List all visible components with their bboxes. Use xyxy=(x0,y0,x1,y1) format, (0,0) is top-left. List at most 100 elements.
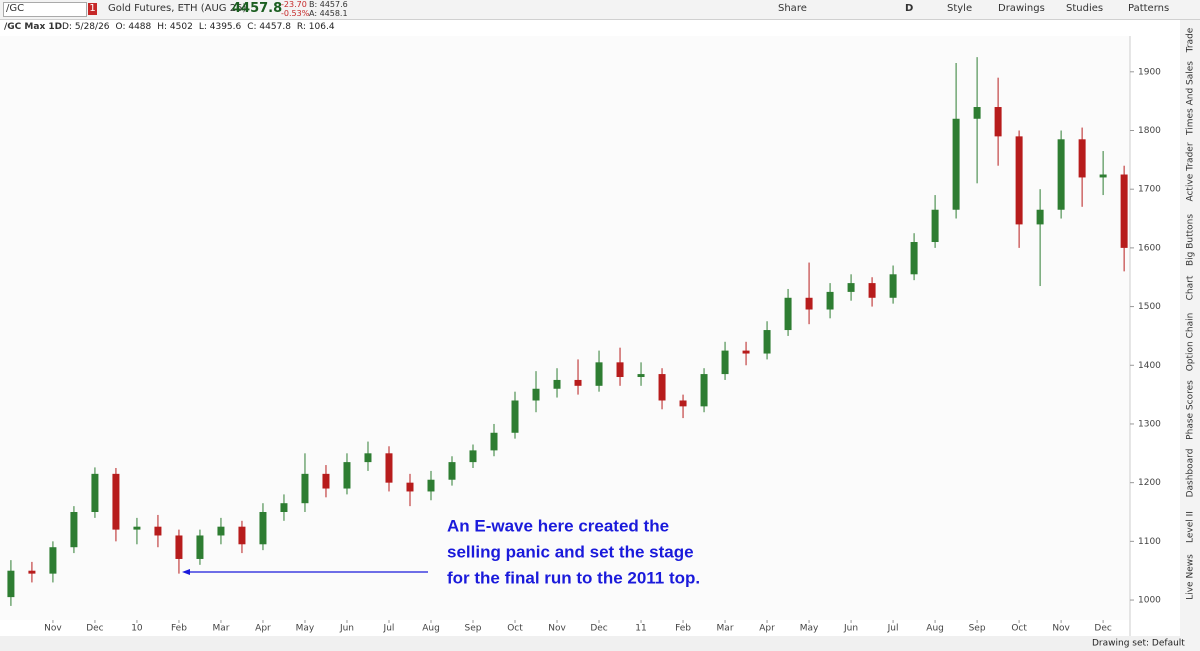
candle-body xyxy=(385,453,393,483)
button[interactable]: Studies xyxy=(1066,3,1104,14)
candle-body xyxy=(490,432,498,451)
button[interactable]: D xyxy=(905,3,914,14)
plot-area xyxy=(0,36,1130,620)
annotation: An E-wave here created the xyxy=(447,516,669,535)
x-tick-label: Jul xyxy=(887,624,899,634)
candle-body xyxy=(742,350,750,354)
candle-body xyxy=(427,479,435,492)
x-tick-label: Jul xyxy=(383,624,395,634)
x-tick-label: Oct xyxy=(1011,624,1027,634)
x-tick-label: Nov xyxy=(1052,624,1070,634)
badge[interactable]: 1 xyxy=(88,3,97,15)
x-tick-label: Oct xyxy=(507,624,523,634)
candle-body xyxy=(28,570,36,574)
annotation: for the final run to the 2011 top. xyxy=(447,568,700,587)
x-tick-label: Apr xyxy=(759,624,775,634)
candle-body xyxy=(1057,139,1065,210)
side-tab[interactable]: Live News xyxy=(1186,554,1196,600)
candle-body xyxy=(784,297,792,331)
candle-body xyxy=(637,374,645,378)
x-tick-label: Feb xyxy=(675,624,691,634)
button[interactable]: Share xyxy=(778,3,807,14)
button[interactable]: Patterns xyxy=(1128,3,1170,14)
info-item: L: 4395.6 xyxy=(198,22,242,32)
chart-title: /GC Max 1D xyxy=(4,22,63,32)
candle-body xyxy=(1015,136,1023,225)
info-item: R: 106.4 xyxy=(296,22,335,32)
x-tick-label: Feb xyxy=(171,624,187,634)
candle-body xyxy=(175,535,183,559)
side-tab[interactable]: Trade xyxy=(1186,27,1196,53)
x-tick-label: Mar xyxy=(212,624,229,634)
x-tick-label: 10 xyxy=(131,624,143,634)
x-tick-label: Sep xyxy=(969,624,986,634)
info-item: C: 4457.8 xyxy=(247,22,291,32)
candle-body xyxy=(1078,139,1086,178)
side-tab[interactable]: Phase Scores xyxy=(1186,380,1196,440)
x-tick-label: Sep xyxy=(465,624,482,634)
side-tab[interactable]: Active Trader xyxy=(1186,142,1196,201)
x-tick-label: Aug xyxy=(422,624,440,634)
candle-body xyxy=(805,297,813,310)
description: Gold Futures, ETH (AUG 26) xyxy=(108,3,247,14)
candle-body xyxy=(280,503,288,513)
side-tab[interactable]: Level II xyxy=(1186,511,1196,543)
candle-body xyxy=(658,374,666,401)
button[interactable]: Drawings xyxy=(998,3,1045,14)
arrow-head xyxy=(182,569,190,575)
candle-body xyxy=(952,118,960,210)
candle-body xyxy=(889,274,897,298)
candle-body xyxy=(217,526,225,536)
y-tick-label: 1000 xyxy=(1138,596,1161,606)
candle-body xyxy=(868,283,876,298)
candle-body xyxy=(574,379,582,386)
toolbar: /GC 1 Gold Futures, ETH (AUG 26) 4457.8 … xyxy=(0,0,1200,20)
x-tick-label: Nov xyxy=(44,624,62,634)
side-tab[interactable]: Option Chain xyxy=(1186,313,1196,372)
side-tab[interactable]: Chart xyxy=(1186,275,1196,300)
candle-body xyxy=(826,291,834,310)
side-tab[interactable]: Times And Sales xyxy=(1186,61,1196,136)
y-tick-label: 1100 xyxy=(1138,537,1161,547)
candle-body xyxy=(70,512,78,548)
side-tab[interactable]: Dashboard xyxy=(1186,449,1196,498)
candle-body xyxy=(301,473,309,504)
side-panel xyxy=(1180,20,1200,651)
x-tick-label: Apr xyxy=(255,624,271,634)
ask: A: 4458.1 xyxy=(309,9,348,18)
candle-body xyxy=(910,242,918,275)
x-tick-label: Dec xyxy=(86,624,103,634)
x-tick-label: 11 xyxy=(635,624,646,634)
candle-body xyxy=(931,209,939,243)
scrollbar xyxy=(0,636,1180,651)
symbol-input[interactable]: /GC xyxy=(3,2,87,17)
bid: B: 4457.6 xyxy=(309,0,348,9)
candle-body xyxy=(364,453,372,463)
y-tick-label: 1900 xyxy=(1138,67,1161,77)
candle-body xyxy=(1099,174,1107,178)
y-tick-label: 1800 xyxy=(1138,126,1161,136)
x-tick-label: Dec xyxy=(590,624,607,634)
candle-body xyxy=(448,462,456,480)
candle-body xyxy=(679,400,687,407)
annotation: selling panic and set the stage xyxy=(447,542,694,561)
footer-label: Drawing set: Default xyxy=(1092,639,1185,649)
candle-body xyxy=(532,388,540,401)
candle-body xyxy=(1036,209,1044,225)
x-tick-label: May xyxy=(296,624,315,634)
candle-body xyxy=(196,535,204,559)
change: -23.70 xyxy=(281,0,307,9)
x-tick-label: May xyxy=(800,624,819,634)
change-pct: -0.53% xyxy=(281,9,310,18)
candle-body xyxy=(343,462,351,489)
info-bar: /GC Max 1D D: 5/28/26 O: 4488 H: 4502 L: 43… xyxy=(0,20,1178,35)
y-tick-label: 1300 xyxy=(1138,419,1161,429)
candle-body xyxy=(847,283,855,292)
candle-body xyxy=(994,107,1002,137)
candle-body xyxy=(112,473,120,530)
candle-body xyxy=(763,330,771,354)
button[interactable]: Style xyxy=(947,3,973,14)
side-tab[interactable]: Big Buttons xyxy=(1186,214,1196,266)
